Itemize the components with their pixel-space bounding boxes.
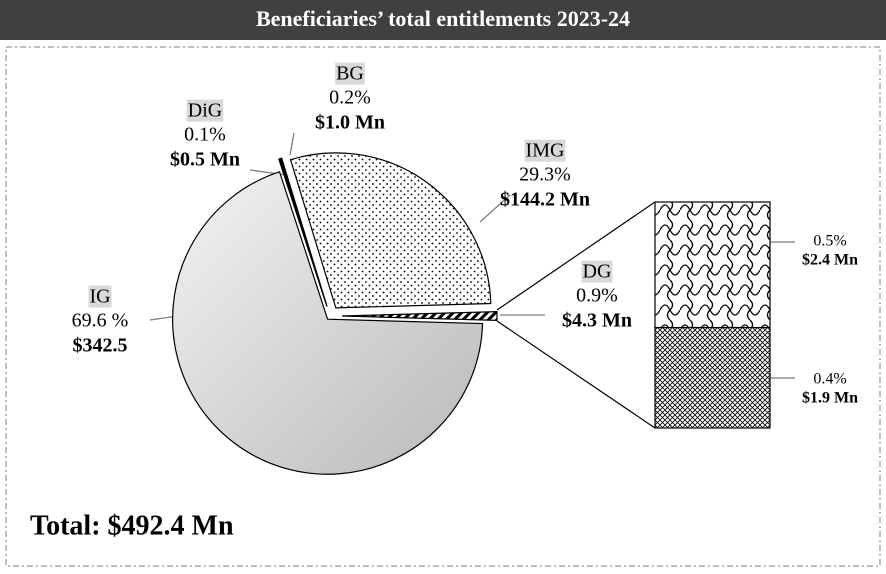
pie-slice <box>289 152 492 309</box>
pie-slice <box>279 157 328 307</box>
label-highlight <box>186 99 224 122</box>
breakdown-percent: 0.5% <box>813 233 846 250</box>
frame <box>5 46 881 567</box>
label-highlight <box>335 62 365 85</box>
category-label: BG <box>336 63 364 85</box>
connector <box>496 201 656 311</box>
percent-label: 0.1% <box>184 124 226 146</box>
pie-slice <box>341 311 498 321</box>
total-label: Total: $492.4 Mn <box>30 510 234 541</box>
category-label: IMG <box>526 140 565 162</box>
title-bar <box>0 0 886 40</box>
breakdown-bar <box>654 326 771 429</box>
percent-label: 0.9% <box>576 285 618 307</box>
connector <box>496 320 656 429</box>
breakdown-amount: $1.9 Mn <box>802 390 858 407</box>
amount-label: $4.3 Mn <box>562 310 632 332</box>
percent-label: 69.6 % <box>72 310 129 332</box>
amount-label: $144.2 Mn <box>500 189 590 211</box>
label-highlight <box>581 260 613 283</box>
breakdown-percent: 0.4% <box>813 371 846 388</box>
label-highlight <box>524 139 566 162</box>
percent-label: 29.3% <box>519 164 571 186</box>
category-label: DiG <box>188 100 222 122</box>
category-label: IG <box>89 286 110 308</box>
label-highlight <box>88 285 112 308</box>
category-label: DG <box>583 261 612 283</box>
breakdown-amount: $2.4 Mn <box>802 252 858 269</box>
breakdown-bar <box>654 201 771 329</box>
amount-label: $1.0 Mn <box>315 112 385 134</box>
pie-slice <box>172 171 484 475</box>
chart-title: Beneficiaries’ total entitlements 2023-2… <box>256 6 630 31</box>
amount-label: $342.5 <box>73 335 128 357</box>
percent-label: 0.2% <box>329 87 371 109</box>
amount-label: $0.5 Mn <box>170 149 240 171</box>
